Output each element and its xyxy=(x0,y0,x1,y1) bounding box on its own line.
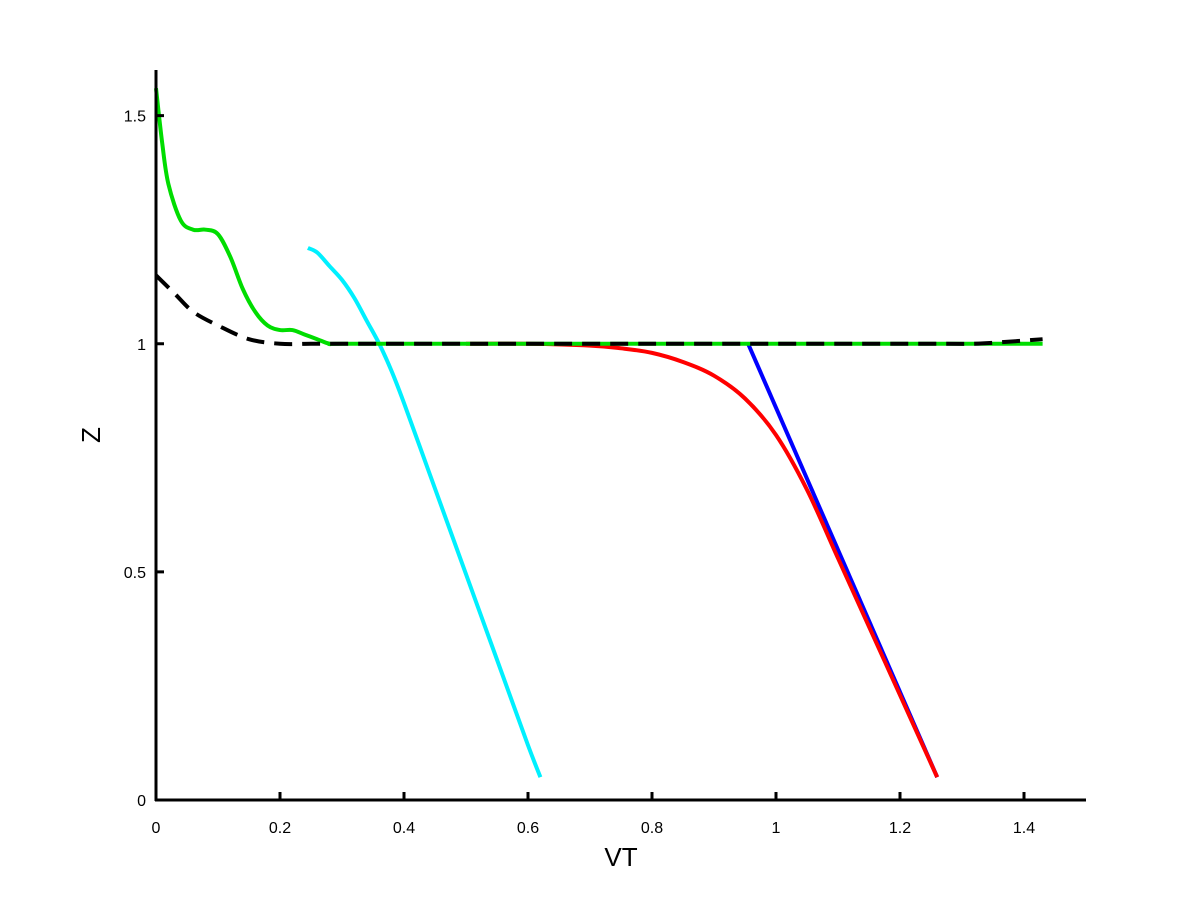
y-tick-label: 1.5 xyxy=(124,109,146,126)
series-line-cyan xyxy=(307,246,543,778)
series-line-red xyxy=(465,341,940,779)
x-axis-title: VT xyxy=(604,842,637,872)
y-axis-ticks: 0 0.5 1 1.5 xyxy=(124,109,164,810)
series-line-black-dashed xyxy=(154,273,1043,347)
y-tick-label: 0.5 xyxy=(124,565,146,582)
series-layer xyxy=(154,88,1043,779)
x-tick-label: 0.2 xyxy=(269,820,291,837)
x-tick-label: 1.2 xyxy=(889,820,911,837)
x-tick-label: 0.6 xyxy=(517,820,539,837)
x-tick-label: 0.8 xyxy=(641,820,663,837)
x-tick-label: 1 xyxy=(772,820,781,837)
y-tick-label: 0 xyxy=(137,793,146,810)
y-axis-title: Z xyxy=(76,427,106,443)
x-tick-label: 0.4 xyxy=(393,820,415,837)
x-tick-label: 0 xyxy=(152,820,161,837)
series-line-green xyxy=(154,88,1043,347)
x-tick-label: 1.4 xyxy=(1013,820,1035,837)
y-tick-label: 1 xyxy=(137,337,146,354)
x-axis-ticks: 0 0.2 0.4 0.6 0.8 1 1.2 1.4 xyxy=(152,792,1035,837)
axes-layer: 0 0.2 0.4 0.6 0.8 1 1.2 1.4 0 0.5 1 1.5 xyxy=(124,70,1086,837)
